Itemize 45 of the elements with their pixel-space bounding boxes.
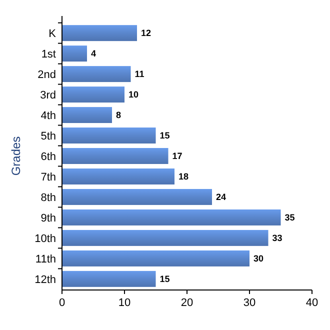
x-tick-label: 20 xyxy=(180,297,194,309)
x-tick-label: 10 xyxy=(118,297,131,309)
bar xyxy=(62,66,131,82)
y-tick-label: 4th xyxy=(40,110,56,122)
y-tick-label: 5th xyxy=(40,130,56,142)
y-tick-label: 6th xyxy=(40,150,56,163)
bar xyxy=(62,230,268,246)
data-label: 12 xyxy=(141,28,152,38)
y-tick-label: 9th xyxy=(40,212,56,224)
x-tick-label: 30 xyxy=(243,297,256,309)
y-tick-label: 11th xyxy=(35,253,56,266)
bar xyxy=(62,270,156,287)
bar xyxy=(62,188,212,205)
data-label: 17 xyxy=(172,151,182,162)
y-tick-label: K xyxy=(48,28,57,40)
y-tick-label: 8th xyxy=(40,192,56,204)
data-label: 35 xyxy=(284,212,295,223)
data-label: 30 xyxy=(254,254,264,264)
bar xyxy=(62,250,250,266)
y-tick-label: 7th xyxy=(40,171,56,184)
y-tick-label: 10th xyxy=(34,232,56,245)
bar xyxy=(62,86,124,103)
data-label: 33 xyxy=(272,233,282,244)
bar xyxy=(62,148,168,164)
bar xyxy=(62,209,281,226)
data-label: 10 xyxy=(128,90,139,100)
data-label: 4 xyxy=(91,48,96,59)
data-label: 11 xyxy=(134,69,144,80)
y-tick-label: 1st xyxy=(41,48,56,60)
data-label: 24 xyxy=(216,192,226,202)
y-tick-label: 12th xyxy=(34,274,56,286)
bar xyxy=(62,128,156,144)
x-tick-label: 40 xyxy=(306,297,318,309)
y-tick-label: 2nd xyxy=(38,68,56,81)
bar xyxy=(62,107,112,124)
bar xyxy=(62,168,174,184)
y-axis-title: Grades xyxy=(9,136,23,176)
bar xyxy=(62,46,87,62)
bar xyxy=(62,25,137,42)
data-label: 15 xyxy=(160,130,170,141)
data-label: 8 xyxy=(116,110,122,120)
x-tick-label: 0 xyxy=(58,297,66,309)
data-label: 18 xyxy=(178,172,189,182)
y-tick-label: 3rd xyxy=(40,89,56,102)
data-label: 15 xyxy=(160,274,170,284)
